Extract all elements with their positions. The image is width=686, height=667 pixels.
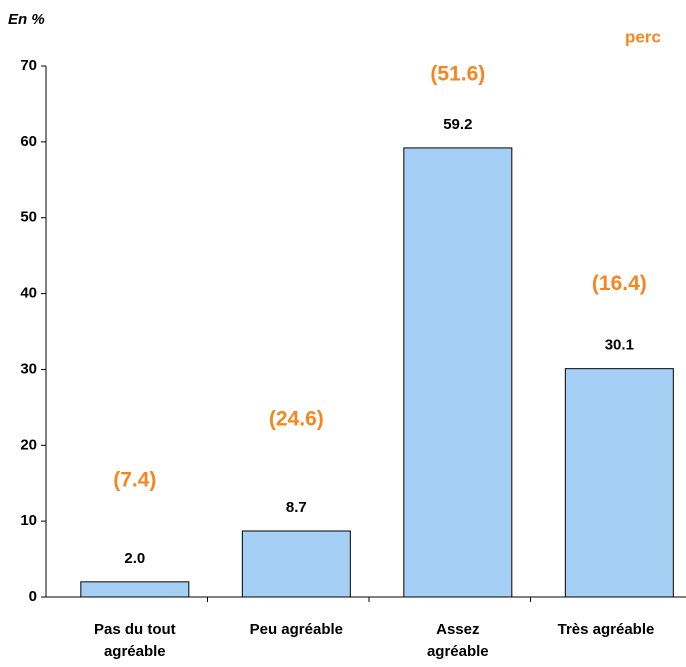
y-tick-label: 50 [20,209,37,226]
bar [80,581,190,598]
value-label: 8.7 [286,499,307,516]
y-tick-label: 60 [20,133,37,150]
y-tick-label: 70 [20,57,37,74]
y-tick-label: 40 [20,285,37,302]
bar [564,368,674,598]
bar [241,530,351,598]
annotation: (16.4) [592,272,647,295]
value-label: 2.0 [124,550,145,567]
y-tick-label: 20 [20,436,37,453]
annotation: (7.4) [113,468,156,491]
value-label: 59.2 [443,116,472,133]
bar [403,147,513,598]
y-tick-label: 0 [29,588,37,605]
x-tick-label: Très agréable [557,621,655,638]
x-tick-label: Pas du tout agréable [93,621,176,660]
y-tick-label: 10 [20,512,37,529]
value-label: 30.1 [605,337,634,354]
x-tick-label: Peu agréable [249,621,343,638]
annotation: (24.6) [269,408,324,431]
x-tick-label: Assez agréable [426,621,489,660]
y-tick-label: 30 [20,360,37,377]
unit-label: En % [8,11,45,28]
corner-note: perc [625,27,661,46]
annotation: (51.6) [430,62,485,85]
